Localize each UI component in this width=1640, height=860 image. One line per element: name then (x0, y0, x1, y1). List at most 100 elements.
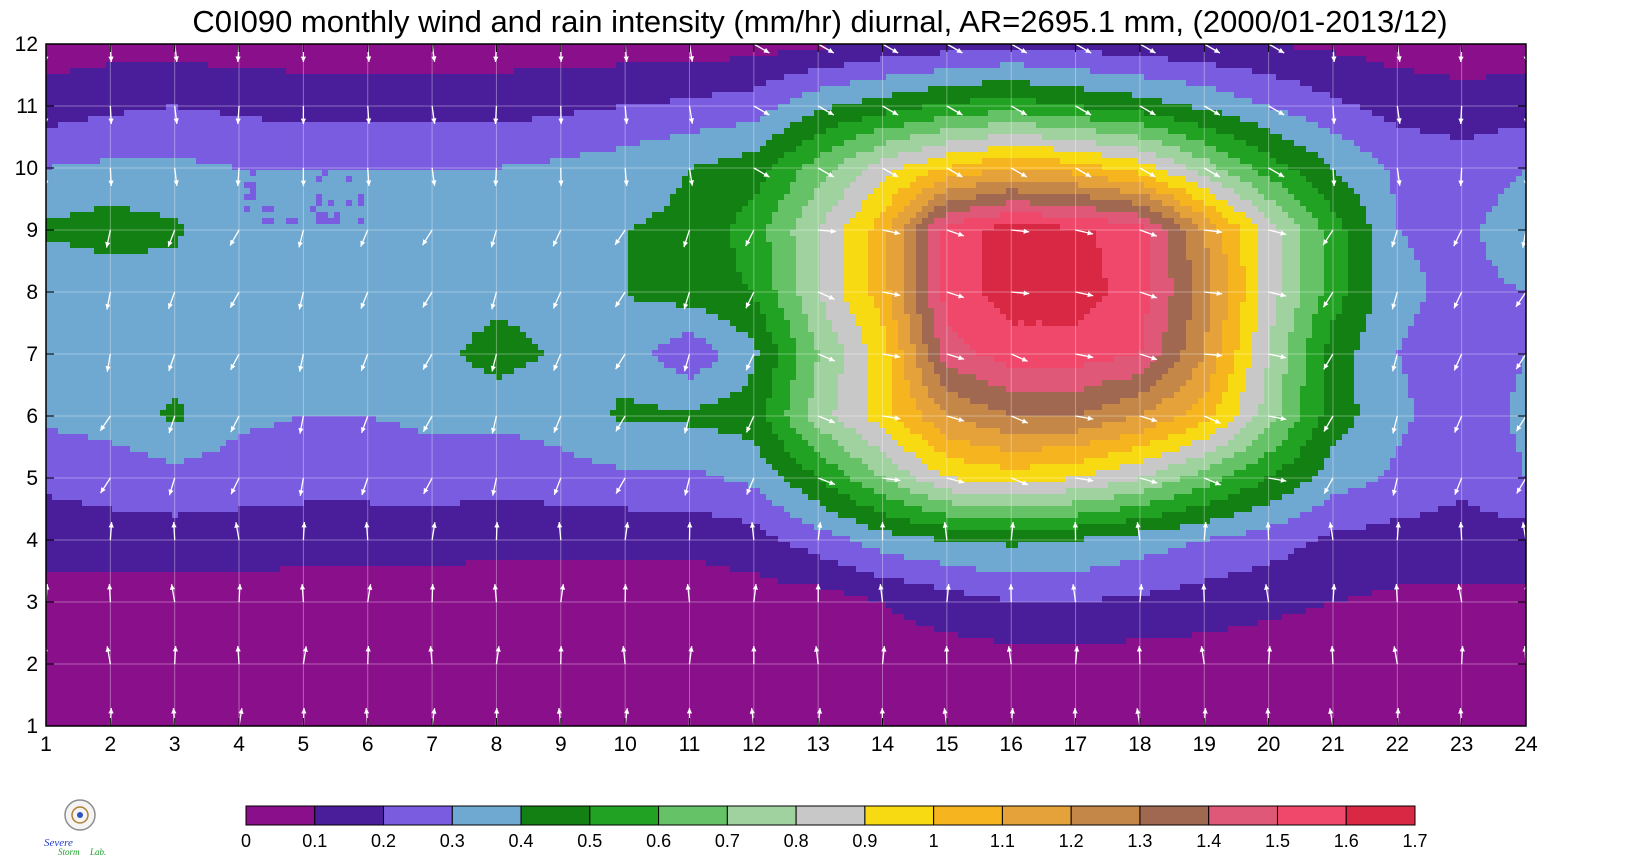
heat-cell (154, 188, 160, 194)
heat-cell (88, 560, 94, 566)
heat-cell (82, 368, 88, 374)
heat-cell (88, 194, 94, 200)
heat-cell (82, 164, 88, 170)
heat-cell (178, 506, 184, 512)
heat-cell (184, 608, 190, 614)
heat-cell (52, 536, 58, 542)
heat-cell (178, 710, 184, 716)
heat-cell (268, 332, 274, 338)
heat-cell (64, 164, 70, 170)
heat-cell (268, 152, 274, 158)
heat-cell (190, 680, 196, 686)
heat-cell (160, 680, 166, 686)
heat-cell (64, 230, 70, 236)
heat-cell (58, 590, 64, 596)
heat-cell (214, 536, 220, 542)
heat-cell (76, 620, 82, 626)
heat-cell (160, 518, 166, 524)
heat-cell (262, 206, 268, 212)
heat-cell (268, 620, 274, 626)
heat-cell (226, 620, 232, 626)
heat-cell (256, 56, 262, 62)
heat-cell (106, 494, 112, 500)
heat-cell (208, 176, 214, 182)
heat-cell (52, 398, 58, 404)
heat-cell (142, 344, 148, 350)
heat-cell (190, 122, 196, 128)
heat-cell (136, 284, 142, 290)
heat-cell (100, 626, 106, 632)
heat-cell (70, 710, 76, 716)
heat-cell (244, 410, 250, 416)
heat-cell (244, 332, 250, 338)
heat-cell (82, 266, 88, 272)
heat-cell (274, 164, 280, 170)
heat-cell (118, 410, 124, 416)
heat-cell (88, 260, 94, 266)
heat-cell (178, 338, 184, 344)
heat-cell (118, 500, 124, 506)
heat-cell (256, 716, 262, 722)
heat-cell (112, 290, 118, 296)
heat-cell (166, 650, 172, 656)
heat-cell (70, 500, 76, 506)
heat-cell (118, 98, 124, 104)
heat-cell (94, 128, 100, 134)
heat-cell (64, 470, 70, 476)
heat-cell (88, 434, 94, 440)
heat-cell (124, 554, 130, 560)
heat-cell (202, 698, 208, 704)
heat-cell (220, 476, 226, 482)
heat-cell (190, 716, 196, 722)
heat-cell (88, 212, 94, 218)
heat-cell (232, 554, 238, 560)
heat-cell (280, 542, 286, 548)
heat-cell (46, 332, 52, 338)
heat-cell (160, 362, 166, 368)
heat-cell (70, 380, 76, 386)
heat-cell (70, 80, 76, 86)
heat-cell (166, 176, 172, 182)
heat-cell (58, 656, 64, 662)
heat-cell (196, 506, 202, 512)
heat-cell (250, 512, 256, 518)
heat-cell (136, 44, 142, 50)
heat-cell (256, 698, 262, 704)
heat-cell (196, 188, 202, 194)
heat-cell (118, 710, 124, 716)
heat-cell (136, 50, 142, 56)
heat-cell (94, 272, 100, 278)
heat-cell (52, 368, 58, 374)
heat-cell (256, 284, 262, 290)
heat-cell (214, 272, 220, 278)
heat-cell (58, 686, 64, 692)
heat-cell (106, 86, 112, 92)
heat-cell (226, 386, 232, 392)
heat-cell (190, 584, 196, 590)
heat-cell (262, 512, 268, 518)
heat-cell (142, 662, 148, 668)
heat-cell (244, 302, 250, 308)
heat-cell (118, 320, 124, 326)
heat-cell (280, 308, 286, 314)
heat-cell (148, 572, 154, 578)
heat-cell (88, 410, 94, 416)
heat-cell (214, 116, 220, 122)
heat-cell (88, 428, 94, 434)
heat-cell (262, 248, 268, 254)
heat-cell (64, 590, 70, 596)
heat-cell (118, 488, 124, 494)
heat-cell (208, 122, 214, 128)
heat-cell (82, 500, 88, 506)
heat-cell (196, 656, 202, 662)
heat-cell (142, 584, 148, 590)
heat-cell (100, 278, 106, 284)
heat-cell (250, 650, 256, 656)
heat-cell (82, 650, 88, 656)
heat-cell (58, 44, 64, 50)
heat-cell (184, 488, 190, 494)
heat-cell (64, 494, 70, 500)
heat-cell (202, 482, 208, 488)
heat-cell (178, 116, 184, 122)
heat-cell (268, 470, 274, 476)
